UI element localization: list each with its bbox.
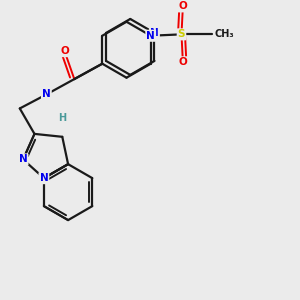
Text: N: N — [19, 154, 28, 164]
Text: H: H — [58, 113, 66, 123]
Text: CH₃: CH₃ — [214, 29, 234, 39]
Text: N: N — [150, 28, 159, 38]
Text: O: O — [178, 2, 187, 11]
Text: N: N — [40, 173, 48, 183]
Text: O: O — [178, 57, 187, 67]
Text: N: N — [42, 89, 51, 100]
Text: N: N — [146, 31, 155, 41]
Text: S: S — [178, 29, 185, 39]
Text: O: O — [60, 46, 69, 56]
